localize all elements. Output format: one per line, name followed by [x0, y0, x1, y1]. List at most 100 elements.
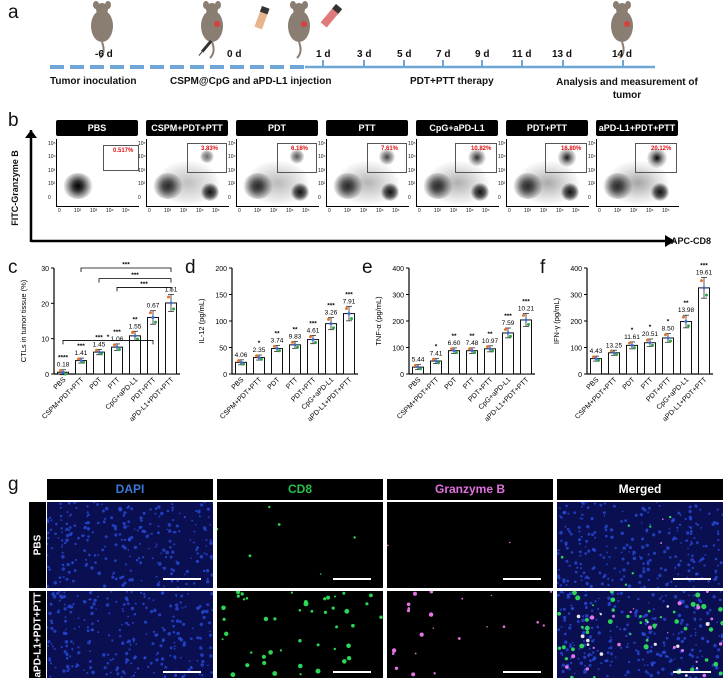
cell [646, 664, 649, 666]
significance-label: ** [292, 326, 298, 333]
channel-header-granzyme: Granzyme B [387, 479, 553, 500]
data-point [167, 295, 170, 299]
cell [589, 659, 592, 663]
cell [210, 573, 213, 577]
y-tick-label: 20 [41, 301, 49, 308]
cell [666, 605, 670, 608]
cell [172, 624, 175, 628]
cell [674, 566, 677, 569]
cell [207, 664, 209, 667]
cell [95, 608, 97, 610]
cell [152, 671, 155, 674]
cell [210, 592, 213, 596]
cell [158, 562, 162, 566]
cell [83, 618, 86, 621]
category-label: PBS [53, 376, 68, 391]
cell [719, 561, 723, 565]
cell [369, 593, 373, 598]
cell [166, 528, 169, 531]
cell [179, 601, 182, 604]
cell [610, 638, 613, 641]
cell [171, 509, 174, 512]
cell [655, 502, 658, 504]
cell [667, 632, 669, 634]
cell [195, 523, 197, 526]
cell [649, 523, 652, 526]
cell [210, 557, 213, 560]
cell [48, 569, 51, 571]
bracket-label: *** [122, 262, 130, 269]
cell [57, 537, 60, 539]
cell [334, 595, 336, 598]
cell [184, 573, 186, 576]
cell [699, 558, 703, 562]
cell [575, 595, 581, 601]
cell [562, 578, 566, 582]
cell [559, 584, 562, 587]
cell [585, 630, 590, 635]
significance-label: * [667, 319, 670, 326]
mouse-icon-2 [201, 1, 223, 59]
cell [688, 505, 692, 509]
microscopy-image [47, 502, 213, 588]
cell [639, 555, 641, 558]
cell [197, 546, 199, 549]
significance-label: *** [345, 291, 353, 298]
cell [647, 625, 653, 630]
cell [706, 641, 709, 644]
cell [584, 591, 587, 592]
cell [155, 653, 158, 656]
cell [175, 595, 178, 598]
cell [47, 640, 51, 644]
cell [688, 676, 692, 678]
cell [130, 676, 133, 678]
cell [157, 531, 160, 535]
mouse-icon-4 [611, 1, 633, 59]
cell [161, 592, 164, 595]
cell [699, 649, 702, 653]
flow-x-tick: 0 [238, 208, 241, 214]
cell [195, 559, 200, 564]
cell [661, 667, 665, 671]
cell [571, 654, 576, 659]
cell [50, 519, 53, 522]
cell [647, 578, 650, 582]
cell [189, 666, 193, 670]
flow-x-tick: 10³ [180, 208, 188, 214]
cell [685, 539, 689, 542]
cell [178, 530, 181, 533]
cell [86, 671, 89, 674]
cell [658, 530, 662, 534]
cell [170, 568, 173, 571]
cell [135, 558, 139, 562]
bar [271, 348, 283, 375]
flow-panel: PTT 10⁵ 10⁴ 10³ 10² 0 7.61% 0 10² 10³ 10⁴ 10⁵ [318, 120, 409, 216]
cell [147, 534, 150, 536]
cell [570, 661, 573, 665]
bracket-label: * [107, 334, 110, 341]
flow-panel: CpG+aPD-L1 10⁵ 10⁴ 10³ 10² 0 10.82% 0 10² 10³ 10⁴ 1… [408, 120, 499, 216]
flow-gate [635, 143, 677, 173]
cell [134, 671, 136, 674]
cell [585, 502, 588, 503]
cell [391, 652, 395, 655]
cell [351, 623, 355, 628]
cell [86, 527, 91, 531]
cell [387, 544, 389, 547]
y-tick-label: 300 [392, 293, 404, 300]
cell [68, 526, 72, 529]
cell [641, 545, 645, 549]
cell [171, 550, 175, 554]
cell [646, 562, 650, 566]
cell [58, 599, 61, 602]
cell [716, 530, 719, 533]
cell [640, 586, 643, 588]
flow-x-tick: 10⁴ [556, 208, 564, 214]
cell [609, 591, 614, 594]
cell [113, 527, 118, 531]
cell [607, 619, 613, 624]
density-population-main [243, 173, 273, 199]
cell [586, 643, 590, 646]
flow-panel-title: CpG+aPD-L1 [416, 120, 498, 136]
cell [105, 506, 109, 511]
